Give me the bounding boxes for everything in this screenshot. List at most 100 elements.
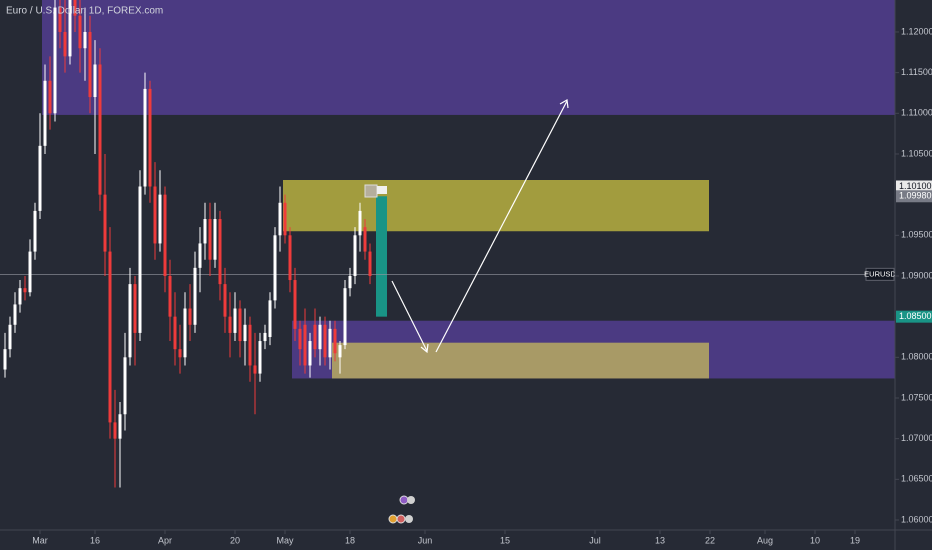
candle-body xyxy=(8,324,12,350)
zone xyxy=(376,196,387,317)
candle-body xyxy=(368,251,372,276)
price-line-tag xyxy=(865,267,895,281)
y-tick-label: 1.12000 xyxy=(901,26,932,36)
candle-body xyxy=(13,304,17,325)
event-icon[interactable] xyxy=(407,496,415,504)
zone xyxy=(332,342,709,379)
price-label-tag xyxy=(896,180,932,193)
candle-body xyxy=(213,219,217,260)
candle-body xyxy=(203,219,207,244)
arrow-head xyxy=(420,343,429,354)
event-icon[interactable] xyxy=(396,514,406,524)
candle-body xyxy=(313,324,317,350)
y-tick-label: 1.11500 xyxy=(901,67,932,77)
candle-body xyxy=(18,288,22,305)
candle-body xyxy=(98,64,102,195)
x-tick-label: Apr xyxy=(158,535,172,545)
y-tick-label: 1.07500 xyxy=(901,392,932,402)
price-label-tag xyxy=(896,310,932,323)
candle-body xyxy=(293,280,297,329)
candle-body xyxy=(318,324,322,350)
candle-body xyxy=(148,88,152,187)
zone xyxy=(283,180,709,232)
y-tick-label: 1.11000 xyxy=(901,108,932,118)
candle-body xyxy=(243,324,247,342)
event-icon[interactable] xyxy=(405,515,413,523)
arrow-head xyxy=(559,99,569,109)
price-label: 1.10100 xyxy=(899,181,932,191)
y-tick-label: 1.09500 xyxy=(901,230,932,240)
price-label-tag xyxy=(896,190,932,203)
candle-body xyxy=(78,15,82,49)
candle-body xyxy=(108,251,112,423)
candle-body xyxy=(68,0,72,57)
candle-body xyxy=(63,31,67,57)
event-icon[interactable] xyxy=(399,495,409,505)
candle-body xyxy=(133,284,137,333)
candle-body xyxy=(28,251,32,293)
x-tick-label: Mar xyxy=(32,535,48,545)
candle-body xyxy=(158,194,162,244)
y-tick-label: 1.06000 xyxy=(901,514,932,524)
x-tick-label: 22 xyxy=(705,535,715,545)
candle-body xyxy=(353,235,357,276)
candle-body xyxy=(223,284,227,317)
candle-body xyxy=(248,324,252,366)
y-tick-label: 1.08000 xyxy=(901,352,932,362)
candle-body xyxy=(298,328,302,350)
y-tick-label: 1.09000 xyxy=(901,270,932,280)
x-tick-label: 10 xyxy=(810,535,820,545)
x-tick-label: Jul xyxy=(589,535,601,545)
price-label: 1.08500 xyxy=(899,311,932,321)
candle-body xyxy=(303,324,307,366)
y-tick-label: 1.10500 xyxy=(901,148,932,158)
candle-body xyxy=(88,31,92,98)
candle-body xyxy=(338,345,342,358)
x-tick-label: 20 xyxy=(230,535,240,545)
drawings xyxy=(364,99,569,524)
x-tick-label: May xyxy=(276,535,294,545)
event-icon[interactable] xyxy=(388,514,398,524)
candle-body xyxy=(188,308,192,325)
candle-body xyxy=(233,308,237,333)
candle-body xyxy=(263,332,267,342)
candle-body xyxy=(198,243,202,268)
candle-body xyxy=(278,202,282,236)
candle-body xyxy=(268,300,272,337)
candle-body xyxy=(208,219,212,260)
x-tick-label: 19 xyxy=(850,535,860,545)
candle-body xyxy=(153,186,157,244)
candle-body xyxy=(73,0,77,16)
candle-body xyxy=(163,194,167,276)
x-tick-label: Jun xyxy=(418,535,433,545)
candle-body xyxy=(193,267,197,325)
price-label: 1.09980 xyxy=(899,191,932,201)
y-tick-label: 1.06500 xyxy=(901,474,932,484)
candle-body xyxy=(283,202,287,236)
candle-body xyxy=(323,324,327,358)
marker-box xyxy=(364,184,378,198)
marker-box xyxy=(377,186,387,194)
candle-body xyxy=(308,341,312,366)
candle-body xyxy=(128,284,132,358)
chart-title: Euro / U.S. Dollar, 1D, FOREX.com xyxy=(6,6,163,17)
candle-body xyxy=(23,288,27,293)
candle-body xyxy=(343,288,347,346)
candle-body xyxy=(178,349,182,358)
candle-body xyxy=(288,235,292,281)
candle-body xyxy=(43,80,47,146)
candle-body xyxy=(228,316,232,333)
candle-body xyxy=(103,194,107,252)
candle-body xyxy=(183,308,187,358)
candle-body xyxy=(173,316,177,350)
price-line-label: EURUSD xyxy=(864,269,896,278)
candle-body xyxy=(218,219,222,285)
y-tick-label: 1.07000 xyxy=(901,433,932,443)
x-tick-label: 13 xyxy=(655,535,665,545)
candle-body xyxy=(273,235,277,301)
candle-body xyxy=(363,227,367,252)
candle-body xyxy=(253,365,257,374)
candle-body xyxy=(238,308,242,342)
candle-body xyxy=(33,210,37,252)
